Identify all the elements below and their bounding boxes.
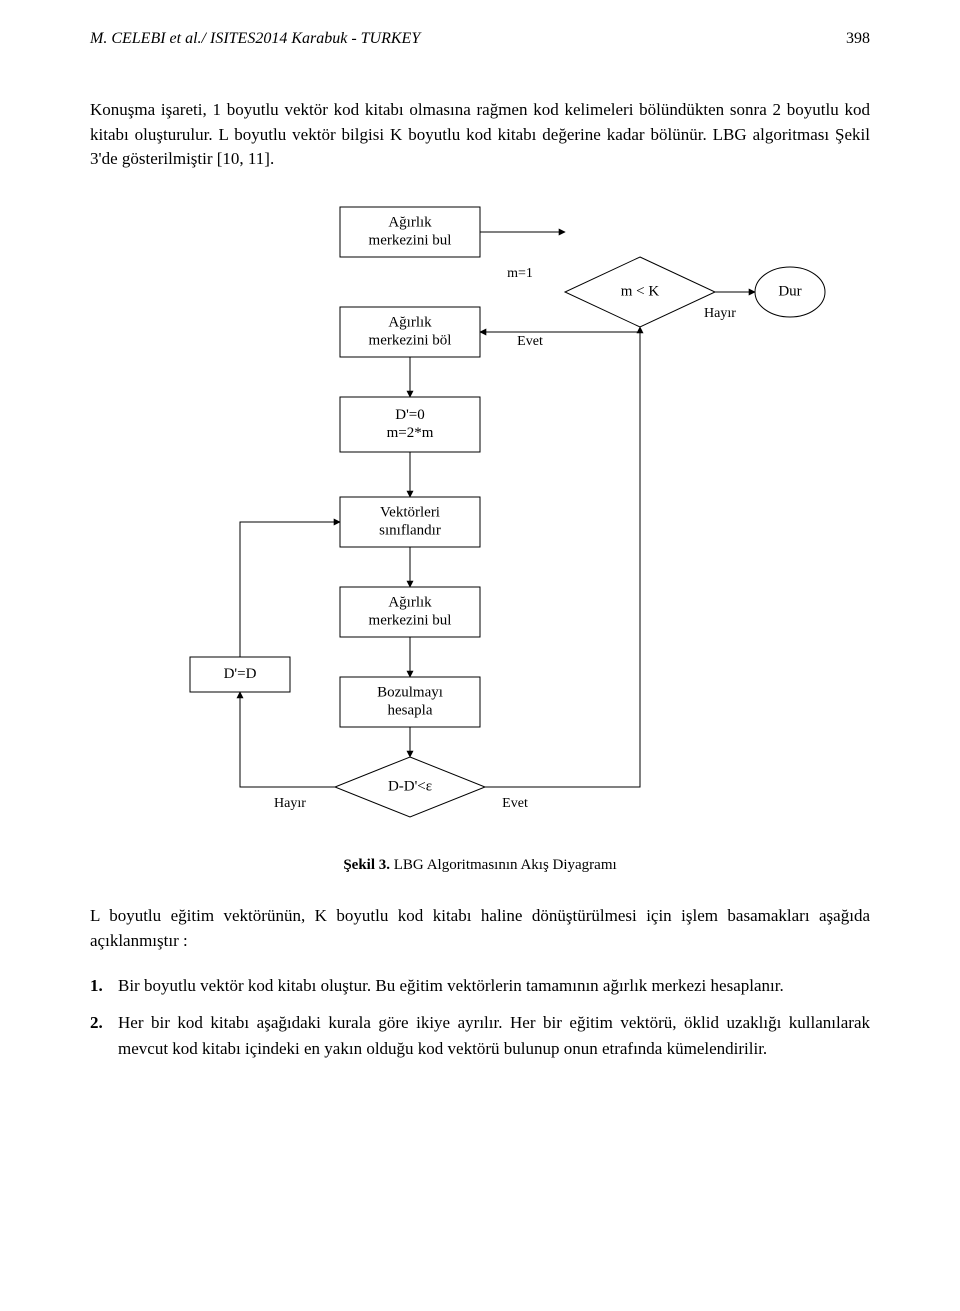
caption-text: LBG Algoritmasının Akış Diyagramı	[390, 857, 617, 873]
svg-text:Ağırlık: Ağırlık	[388, 594, 432, 610]
flowchart-figure: Ağırlık merkezini bul Ağırlık merkezini böl…	[90, 197, 870, 837]
svg-text:hesapla: hesapla	[388, 702, 433, 718]
running-header: M. CELEBI et al./ ISITES2014 Karabuk - T…	[90, 30, 870, 48]
svg-text:D'=D: D'=D	[224, 666, 257, 682]
page-number: 398	[846, 30, 870, 48]
svg-text:Ağırlık: Ağırlık	[388, 314, 432, 330]
svg-text:merkezini böl: merkezini böl	[369, 332, 452, 348]
svg-text:sınıflandır: sınıflandır	[379, 522, 441, 538]
step-number: 2.	[90, 1010, 103, 1036]
svg-text:merkezini bul: merkezini bul	[369, 612, 452, 628]
svg-text:Dur: Dur	[778, 283, 801, 299]
svg-text:Hayır: Hayır	[704, 306, 736, 321]
svg-text:Hayır: Hayır	[274, 796, 306, 811]
svg-text:Ağırlık: Ağırlık	[388, 214, 432, 230]
svg-text:D'=0: D'=0	[395, 407, 425, 423]
list-item: 2.Her bir kod kitabı aşağıdaki kurala gö…	[118, 1010, 870, 1063]
figure-caption: Şekil 3. LBG Algoritmasının Akış Diyagra…	[90, 857, 870, 874]
list-item: 1.Bir boyutlu vektör kod kitabı oluştur.…	[118, 973, 870, 999]
steps-intro: L boyutlu eğitim vektörünün, K boyutlu k…	[90, 904, 870, 953]
svg-text:m=2*m: m=2*m	[387, 425, 434, 441]
header-left: M. CELEBI et al./ ISITES2014 Karabuk - T…	[90, 30, 420, 48]
svg-text:m < K: m < K	[621, 283, 660, 299]
steps-list: 1. Bir boyutlu vektör kod kitabı oluştur.…	[90, 973, 870, 1062]
svg-text:Vektörleri: Vektörleri	[380, 504, 440, 520]
svg-text:Evet: Evet	[517, 334, 543, 349]
step-number: 1.	[90, 973, 103, 999]
step-text: Bir boyutlu vektör kod kitabı oluştur. B…	[118, 976, 784, 995]
step-text: Her bir kod kitabı aşağıdaki kurala göre…	[118, 1013, 870, 1058]
svg-text:D-D'<ε: D-D'<ε	[388, 778, 432, 794]
svg-text:merkezini bul: merkezini bul	[369, 232, 452, 248]
svg-text:Bozulmayı: Bozulmayı	[377, 684, 443, 700]
caption-label: Şekil 3.	[343, 857, 390, 873]
svg-text:Evet: Evet	[502, 796, 528, 811]
intro-paragraph: Konuşma işareti, 1 boyutlu vektör kod ki…	[90, 98, 870, 172]
svg-text:m=1: m=1	[507, 266, 533, 281]
flowchart-svg: Ağırlık merkezini bul Ağırlık merkezini böl…	[110, 197, 850, 837]
